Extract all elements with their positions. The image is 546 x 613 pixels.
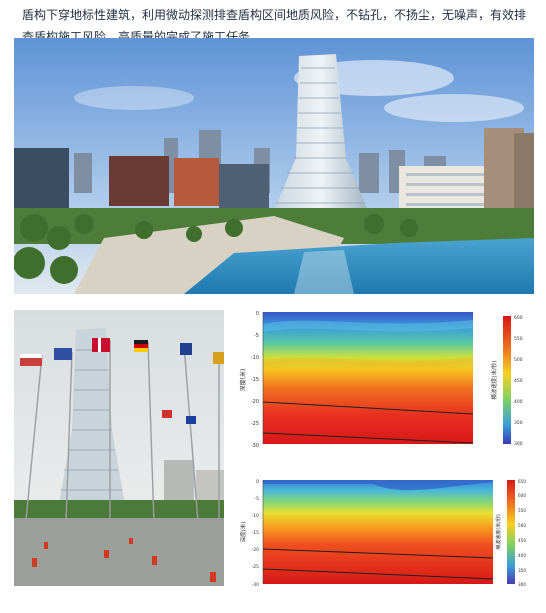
colorbar-tick-label: 350 — [514, 420, 523, 426]
y-axis: 0 -5 -10 -15 -20 -25 -30 深度(米) — [239, 311, 264, 449]
flags-building-photo — [14, 310, 224, 586]
y-tick-label: 0 — [256, 311, 259, 317]
colorbar-tick-label: 600 — [518, 493, 526, 498]
y-tick-label: -30 — [251, 443, 259, 449]
colorbar-tick-label: 500 — [518, 523, 526, 528]
velocity-field-texture — [262, 357, 474, 367]
y-tick-label: 0 — [256, 479, 259, 485]
y-axis-label: 深度(米) — [239, 522, 247, 543]
colorbar-tick-label: 350 — [518, 568, 526, 573]
velocity-field-texture — [263, 480, 493, 491]
colorbar-tick-label: 450 — [514, 378, 523, 384]
y-axis-label: 深度(米) — [239, 369, 247, 392]
layer-boundary-2 — [262, 432, 474, 444]
y-tick-label: -10 — [251, 355, 259, 361]
colorbar-tick-label: 600 — [514, 315, 523, 321]
y-tick-label: -20 — [252, 547, 259, 553]
colorbar-label: 横波速度(米/秒) — [490, 360, 498, 399]
colorbar-tick-label: 550 — [514, 336, 523, 342]
y-tick-label: -15 — [252, 530, 259, 536]
colorbar — [503, 316, 511, 444]
layer-boundary-1 — [262, 401, 474, 415]
y-tick-label: -10 — [252, 513, 259, 519]
colorbar-tick-label: 550 — [518, 508, 526, 513]
y-tick-label: -25 — [252, 564, 259, 570]
colorbar-ticks: 650 600 550 500 450 400 350 300 — [518, 479, 526, 587]
y-tick-label: -30 — [252, 582, 259, 588]
velocity-profile-chart-1: 0 -5 -10 -15 -20 -25 -30 深度(米) 600 550 5… — [233, 308, 533, 450]
velocity-field — [263, 480, 493, 584]
y-tick-label: -25 — [251, 421, 259, 427]
colorbar-ticks: 600 550 500 450 400 350 300 — [514, 315, 523, 447]
velocity-field — [263, 312, 473, 444]
layer-boundary-2 — [262, 568, 494, 580]
y-tick-label: -5 — [254, 333, 259, 339]
colorbar-label: 横波速度(米/秒) — [495, 514, 502, 550]
colorbar-tick-label: 300 — [514, 441, 523, 447]
y-tick-label: -15 — [251, 377, 259, 383]
colorbar-tick-label: 400 — [518, 553, 526, 558]
y-tick-label: -5 — [255, 496, 260, 502]
velocity-field-texture — [262, 320, 474, 332]
y-axis: 0 -5 -10 -15 -20 -25 -30 深度(米) — [239, 479, 264, 588]
colorbar-tick-label: 650 — [518, 479, 526, 484]
colorbar-tick-label: 400 — [514, 399, 523, 405]
colorbar-tick-label: 500 — [514, 357, 523, 363]
colorbar — [507, 480, 515, 584]
colorbar-tick-label: 300 — [518, 582, 526, 587]
velocity-profile-chart-2: 0 -5 -10 -15 -20 -25 -30 深度(米) 650 600 5… — [233, 476, 533, 590]
y-tick-label: -20 — [251, 399, 259, 405]
colorbar-tick-label: 450 — [518, 538, 526, 543]
landmark-building-photo — [14, 38, 534, 294]
layer-boundary-1 — [262, 548, 494, 559]
